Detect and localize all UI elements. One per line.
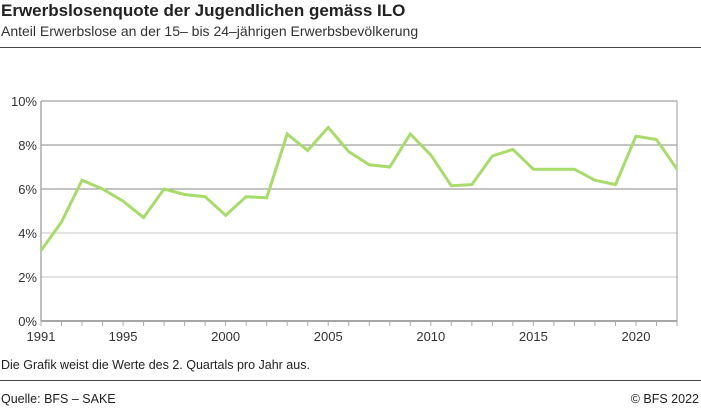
y-tick-label: 4% [18, 226, 37, 241]
source-text: Quelle: BFS – SAKE [1, 392, 116, 406]
note-divider [0, 380, 701, 381]
x-tick-label: 2010 [416, 329, 445, 344]
y-tick-label: 6% [18, 182, 37, 197]
copyright-text: © BFS 2022 [630, 392, 699, 406]
x-tick-label: 2020 [622, 329, 651, 344]
x-tick-label: 1991 [27, 329, 56, 344]
footnote: Die Grafik weist die Werte des 2. Quarta… [1, 358, 310, 372]
x-tick-label: 2000 [211, 329, 240, 344]
header-divider [0, 47, 701, 48]
y-tick-label: 10% [11, 94, 37, 109]
x-tick-label: 2015 [519, 329, 548, 344]
series-line [39, 125, 679, 252]
chart-title: Erwerbslosenquote der Jugendlichen gemäs… [1, 1, 406, 20]
x-tick-label: 1995 [109, 329, 138, 344]
chart-subtitle: Anteil Erwerbslose an der 15– bis 24–jäh… [1, 23, 419, 39]
x-tick-label: 2005 [314, 329, 343, 344]
y-tick-label: 8% [18, 138, 37, 153]
y-tick-label: 0% [18, 314, 37, 329]
y-tick-label: 2% [18, 270, 37, 285]
